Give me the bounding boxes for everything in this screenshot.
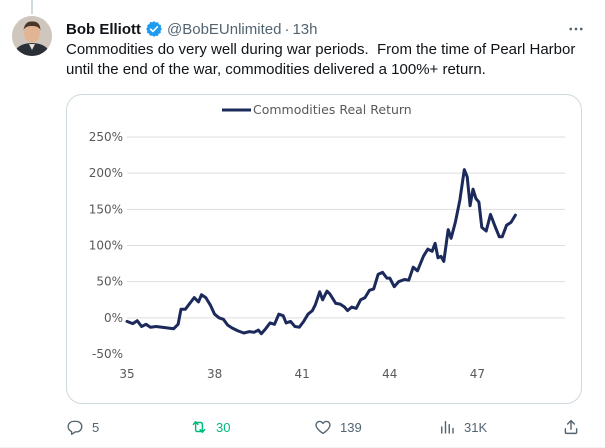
action-bar: 5 30 139 31K [66,414,586,440]
y-tick-label: 150% [89,202,123,216]
retweet-icon [190,418,208,436]
reply-icon [66,418,84,436]
x-tick-label: 47 [470,367,485,381]
thread-connector-line [31,0,33,14]
chart-card[interactable]: 250% 200% 150% 100% 50% 0% -50% 35 38 41 44 47 Commo… [66,94,582,404]
avatar[interactable] [12,16,52,56]
tweet-text: Commodities do very well during war peri… [66,41,580,78]
legend-label: Commodities Real Return [253,102,412,117]
timestamp[interactable]: 13h [292,20,318,38]
reply-count: 5 [92,419,100,435]
y-tick-label: 50% [96,275,123,289]
x-tick-label: 44 [382,367,397,381]
author-handle[interactable]: @BobEUnlimited [167,20,282,38]
like-icon [314,418,332,436]
y-tick-label: -50% [92,347,123,361]
retweet-count: 30 [216,419,231,435]
reply-button[interactable]: 5 [66,414,99,440]
retweet-button[interactable]: 30 [190,414,230,440]
y-tick-label: 250% [89,130,123,144]
share-button[interactable] [562,414,580,440]
y-tick-label: 0% [104,311,123,325]
views-button[interactable]: 31K [438,414,487,440]
series-line [125,168,517,336]
avatar-photo [12,16,52,56]
x-tick-label: 38 [207,367,222,381]
tweet-header: Bob Elliott @BobEUnlimited · 13h [66,18,317,40]
like-count: 139 [340,419,362,435]
like-button[interactable]: 139 [314,414,362,440]
more-icon[interactable] [565,18,587,40]
line-chart: 250% 200% 150% 100% 50% 0% -50% 35 38 41 44 47 Commo… [89,102,565,381]
share-icon [562,418,580,436]
views-count: 31K [464,419,488,435]
y-tick-label: 200% [89,166,123,180]
x-tick-label: 41 [295,367,310,381]
x-tick-label: 35 [119,367,134,381]
author-name[interactable]: Bob Elliott [66,20,141,38]
separator-dot: · [284,20,290,38]
verified-badge-icon [145,20,163,38]
y-tick-label: 100% [89,239,123,253]
views-icon [438,418,456,436]
